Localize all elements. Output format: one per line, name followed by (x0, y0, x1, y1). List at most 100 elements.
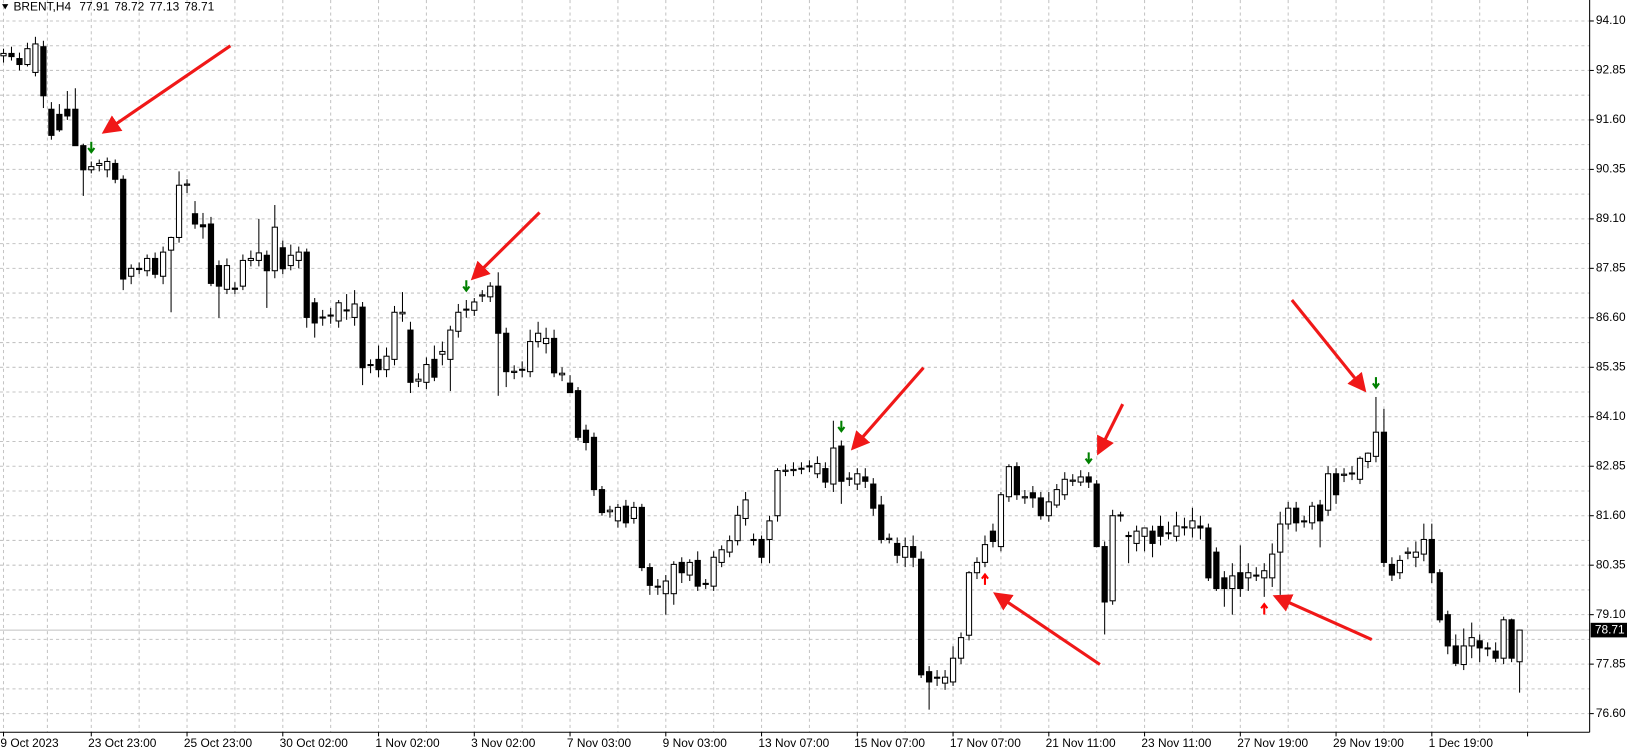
candle-body (926, 671, 933, 683)
candle-body (1436, 572, 1443, 621)
candle-body (175, 184, 183, 238)
candle-body (136, 267, 143, 271)
candle-body (1476, 640, 1483, 649)
candle-body (471, 301, 478, 311)
candle-body (566, 382, 574, 394)
candle-body (1420, 538, 1427, 555)
candle-body (1380, 431, 1388, 563)
y-tick-label: 92.85 (1596, 63, 1626, 77)
x-tick-label: 9 Nov 03:00 (663, 736, 728, 750)
candle-body (16, 58, 23, 66)
candle-body (8, 52, 15, 58)
candle-body (128, 267, 135, 277)
candle-body (1101, 546, 1108, 603)
candle-body (415, 378, 422, 382)
candle-body (997, 494, 1005, 548)
candle-body (981, 544, 989, 563)
candle-body (1189, 520, 1196, 529)
candle-body (766, 520, 773, 540)
candle-body (1372, 431, 1380, 457)
candle-body (167, 236, 175, 251)
candle-body (24, 48, 31, 66)
candle-body (1309, 505, 1316, 524)
chart-header: BRENT,H4 77.91 78.72 77.13 78.71 (13, 0, 214, 13)
candle-body (686, 561, 693, 576)
candle-body (710, 556, 717, 587)
candle-body (159, 251, 167, 277)
candle-body (303, 251, 310, 318)
annotation-arrow (1097, 403, 1125, 456)
candle-body (1117, 514, 1124, 517)
candle-body (32, 43, 39, 73)
candle-body (1428, 538, 1435, 574)
candle-body (96, 162, 103, 166)
candle-body (1261, 570, 1268, 579)
candle-body (1277, 523, 1284, 553)
candle-body (1301, 520, 1308, 523)
candle-body (1109, 515, 1116, 602)
candle-body (694, 559, 701, 587)
candle-body (750, 538, 757, 542)
candle-body (1093, 483, 1100, 548)
candle-body (1221, 577, 1228, 590)
x-tick-label: 25 Oct 23:00 (184, 736, 253, 750)
candle-body (1285, 507, 1292, 525)
candle-body (255, 252, 262, 261)
candle-body (1245, 572, 1252, 579)
candle-body (271, 226, 278, 272)
candle-body (1173, 525, 1180, 537)
candle-body (838, 445, 845, 482)
candle-body (1021, 496, 1028, 499)
candle-body (949, 657, 957, 683)
candle-body (1181, 526, 1188, 529)
candle-body (1293, 507, 1300, 524)
candle-body (1133, 530, 1140, 544)
candle-body (0, 52, 7, 57)
candles (0, 36, 1523, 710)
candle-body (1396, 559, 1404, 574)
candle-body (646, 567, 653, 586)
candle-body (287, 254, 294, 267)
candle-body (918, 558, 925, 676)
candle-body (447, 329, 454, 360)
candle-body (48, 108, 55, 136)
candle-body (606, 509, 614, 513)
candle-body (439, 350, 446, 355)
candle-body (359, 306, 366, 369)
candle-body (814, 462, 821, 475)
candle-body (574, 390, 582, 438)
candle-body (519, 368, 526, 371)
candle-body (1412, 551, 1419, 558)
candle-body (542, 337, 550, 345)
candle-body (1005, 466, 1013, 498)
price-tag (1590, 622, 1627, 638)
y-tick-label: 79.10 (1596, 607, 1626, 621)
open: 77.91 (79, 0, 109, 13)
candle-body (870, 483, 877, 509)
annotation-arrow (1290, 298, 1367, 393)
annotation-arrow (993, 592, 1101, 666)
candle-body (734, 514, 741, 542)
candle-body (670, 563, 677, 595)
candle-body (1125, 534, 1132, 538)
y-tick-label: 81.60 (1596, 508, 1626, 522)
y-tick-label: 94.10 (1596, 13, 1626, 27)
candle-body (989, 530, 997, 542)
x-tick-label: 3 Nov 02:00 (471, 736, 536, 750)
candle-body (263, 254, 270, 272)
candle-body (144, 257, 151, 272)
y-tick-label: 82.85 (1596, 458, 1626, 472)
candle-body (351, 303, 358, 318)
candle-body (894, 542, 901, 556)
candle-body (1508, 619, 1515, 659)
x-tick-label: 23 Oct 23:00 (88, 736, 157, 750)
candle-body (638, 506, 645, 569)
candle-body (630, 506, 637, 520)
close: 78.71 (184, 0, 214, 13)
candle-body (1157, 525, 1164, 537)
x-tick-label: 29 Nov 19:00 (1333, 736, 1404, 750)
candle-body (1340, 473, 1348, 476)
candle-body (1468, 637, 1475, 647)
